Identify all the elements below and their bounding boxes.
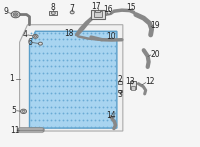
Text: 13: 13 [125,77,135,86]
Bar [130,81,136,89]
Text: 1: 1 [9,74,14,83]
Circle shape [11,11,20,18]
Bar [118,81,122,84]
Circle shape [15,14,17,15]
Text: 9: 9 [3,7,8,16]
Bar [118,90,122,92]
Circle shape [13,13,18,16]
Text: 2: 2 [117,75,122,83]
Text: 20: 20 [150,50,160,59]
Text: 8: 8 [50,3,55,12]
Text: 3: 3 [117,90,122,99]
Text: 15: 15 [127,3,136,12]
Text: 12: 12 [145,77,155,86]
Text: 4: 4 [23,30,28,39]
Circle shape [51,12,55,15]
Text: 17: 17 [92,2,101,11]
Text: 7: 7 [69,4,74,13]
Bar [131,86,135,90]
Bar [49,11,57,15]
Text: 18: 18 [64,29,74,38]
Circle shape [38,42,42,45]
Circle shape [22,110,25,112]
Polygon shape [20,25,123,131]
Text: 10: 10 [106,32,116,41]
Bar [95,10,100,12]
Circle shape [21,109,27,113]
Circle shape [107,11,111,14]
Circle shape [70,11,74,14]
Text: 5: 5 [12,106,17,115]
Bar [91,10,105,19]
Text: 16: 16 [103,5,113,14]
Text: 19: 19 [150,21,160,30]
Circle shape [33,35,38,38]
Circle shape [34,35,37,37]
Bar [94,11,102,17]
Text: 11: 11 [10,126,20,135]
Text: 6: 6 [28,38,33,47]
Polygon shape [29,31,117,128]
Text: 14: 14 [106,111,116,120]
